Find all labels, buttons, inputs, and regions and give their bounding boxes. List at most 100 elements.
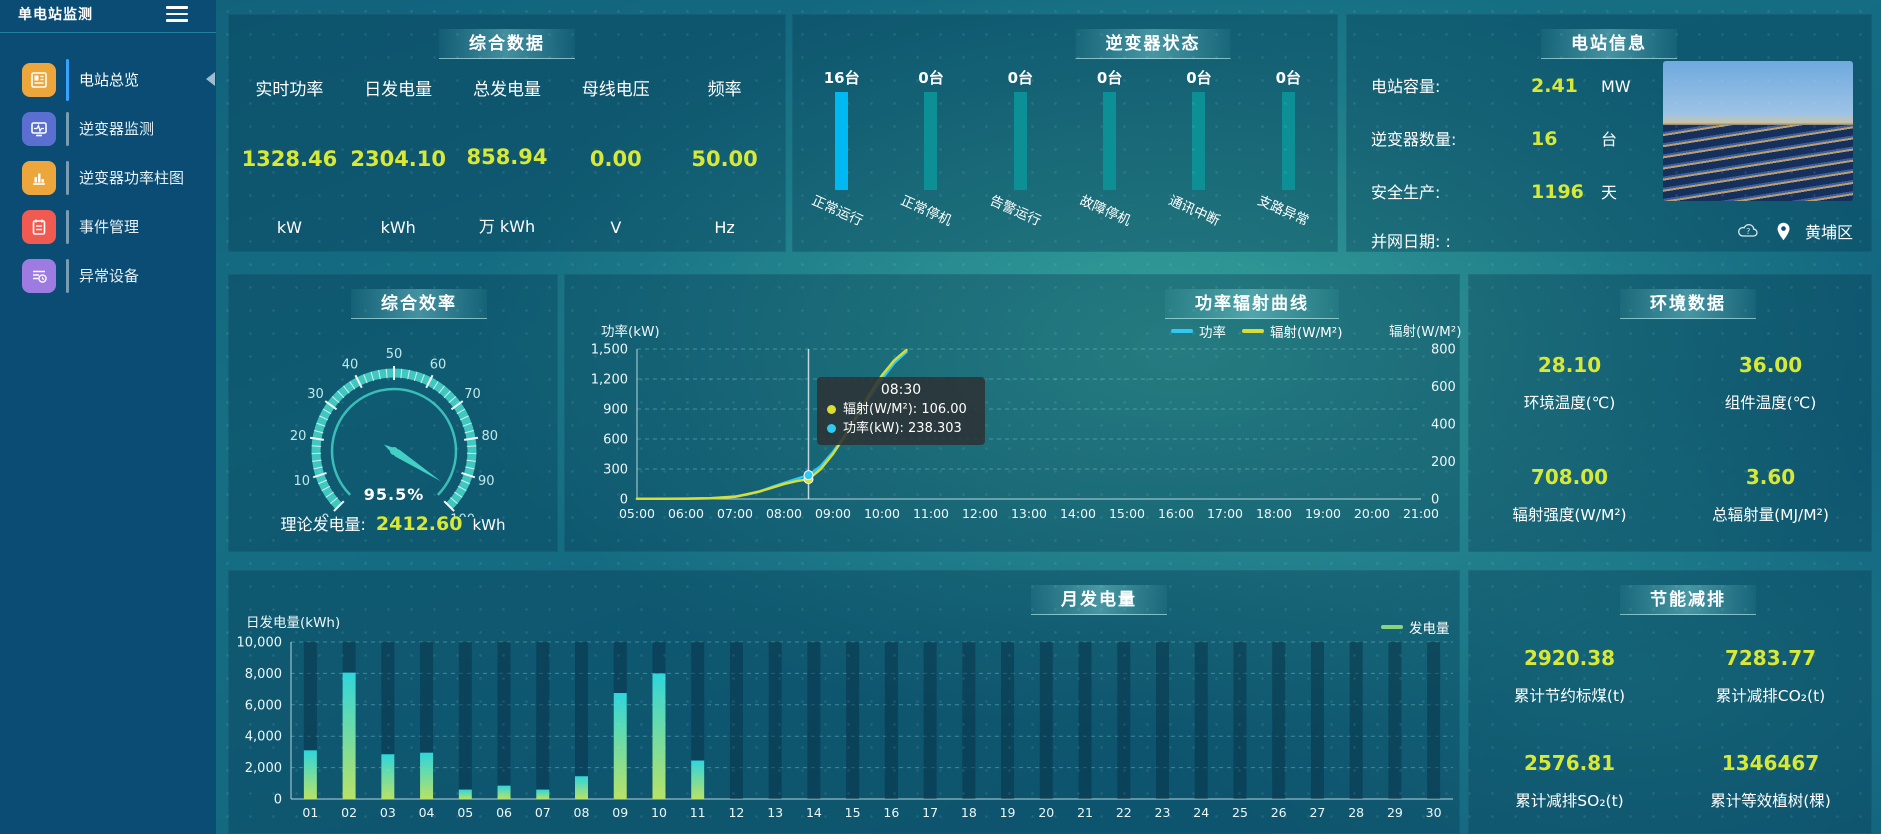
panel-title: 环境数据 [1620,289,1756,319]
district-name: 黄埔区 [1804,223,1853,242]
bar [575,776,588,799]
svg-text:02: 02 [341,805,357,820]
bar-shadow [1349,642,1363,799]
inverter-state-branch-abnormal: 0台 支路异常 [1244,67,1333,251]
inverter-state-alarm-running: 0台 告警运行 [976,67,1065,251]
station-info-rows: 电站容量: 2.41 MW 逆变器数量: 16 台 安全生产: 1196 天 并… [1371,73,1651,281]
metric-label: 母线电压 [581,80,650,100]
metric-daily-energy: 日发电量 2304.10 kWh [344,75,453,237]
svg-text:900: 900 [603,403,628,418]
sidebar-menu: 电站总览 逆变器监测 逆变器功率柱图 事 [0,55,216,300]
svg-text:21:00: 21:00 [1403,506,1439,521]
state-label: 支路异常 [1255,192,1312,230]
sidebar: 单电站监测 电站总览 逆变器监测 [0,0,216,834]
sidebar-item-event-management[interactable]: 事件管理 [0,202,216,251]
svg-text:07: 07 [535,805,551,820]
svg-text:14:00: 14:00 [1060,506,1096,521]
legend-swatch [1242,329,1264,333]
sidebar-collapse-arrow-icon[interactable] [206,72,215,86]
svg-text:07:00: 07:00 [717,506,753,521]
bar [691,760,705,799]
sidebar-item-abnormal-devices[interactable]: 异常设备 [0,251,216,300]
weather-cloud-icon: ? [1738,224,1758,237]
inverter-status-bars[interactable]: 16台 正常运行 0台 正常停机 0台 告警运行 0台 故障停机 0台 [797,67,1333,251]
radiation-dot-icon [827,405,836,414]
sidebar-item-station-overview[interactable]: 电站总览 [0,55,216,104]
svg-text:26: 26 [1271,805,1287,820]
location-pin-icon [1777,222,1790,240]
state-count: 0台 [1096,69,1123,87]
row-label: 电站容量: [1371,77,1441,96]
svg-text:13:00: 13:00 [1011,506,1047,521]
svg-text:10,000: 10,000 [237,636,283,651]
bar-shadow [729,642,743,799]
item-divider [66,258,69,293]
svg-text:600: 600 [603,433,628,448]
metric-ambient-temp: 28.10 环境温度(℃) [1469,327,1670,439]
svg-text:11: 11 [690,805,706,820]
legend-radiation[interactable]: 辐射(W/M²) [1242,321,1343,341]
legend-generation[interactable]: 发电量 [1381,617,1450,637]
power-radiation-line-chart[interactable]: 0 300 600 900 1,200 1,500 0 200 400 600 800 05:00 06… [565,275,1461,553]
bar-chart-icon [22,160,56,195]
sidebar-item-inverter-power-bars[interactable]: 逆变器功率柱图 [0,153,216,202]
bar-shadow [962,642,976,799]
state-count: 0台 [1186,69,1212,87]
svg-text:28: 28 [1348,805,1364,820]
metric-value: 2304.10 [350,147,447,171]
sidebar-item-label: 事件管理 [79,218,140,236]
left-axis-title: 功率(kW) [601,324,660,340]
bar-shadow [691,642,705,799]
svg-text:06:00: 06:00 [668,506,704,521]
svg-text:20: 20 [290,429,307,444]
panel-title: 月发电量 [1031,585,1167,615]
row-label: 并网日期: : [1371,232,1451,251]
svg-text:0: 0 [1431,493,1439,508]
metric-total-radiation: 3.60 总辐射量(MJ/M²) [1670,439,1871,551]
metric-label: 累计减排CO₂(t) [1715,686,1826,705]
bar-shadow [1310,642,1324,799]
panel-power-radiation-curve: 功率辐射曲线 功率(kW) 辐射(W/M²) 功率 辐射(W/M²) 0 300 6… [564,274,1462,553]
legend-label: 发电量 [1409,621,1450,637]
metric-unit: 万 kWh [478,217,536,236]
state-bar [924,92,938,190]
bar [652,673,666,799]
metric-value: 858.94 [466,144,548,169]
svg-text:10: 10 [651,805,667,820]
row-unit: 天 [1601,183,1618,202]
active-indicator [66,58,69,101]
svg-text:8,000: 8,000 [245,667,282,682]
sidebar-item-inverter-monitor[interactable]: 逆变器监测 [0,104,216,153]
metric-bus-voltage: 母线电压 0.00 V [561,75,670,237]
metric-value: 36.00 [1738,353,1803,377]
bar-shadow [1156,642,1169,799]
legend-power[interactable]: 功率 [1171,321,1226,341]
panel-title: 综合效率 [351,289,487,319]
metric-value: 28.10 [1537,353,1602,377]
inverter-state-normal-stop: 0台 正常停机 [886,67,975,251]
svg-text:1,500: 1,500 [591,343,628,358]
overview-metrics: 实时功率 1328.46 kW 日发电量 2304.10 kWh 总发电量 85… [235,75,779,237]
row-value: 2412.60 [375,513,463,535]
bar-shadow [1272,642,1286,799]
svg-text:60: 60 [430,358,447,373]
efficiency-gauge-chart[interactable]: 0 10 20 30 40 50 60 70 80 90 100 95.5% [229,311,559,517]
svg-text:21: 21 [1077,805,1093,820]
state-bar [835,92,849,190]
svg-text:40: 40 [342,358,359,373]
svg-text:08:00: 08:00 [766,506,802,521]
app-title: 单电站监测 [18,7,93,23]
sidebar-item-label: 异常设备 [79,267,140,285]
row-unit: 台 [1601,130,1618,149]
item-divider [66,209,69,244]
sidebar-item-label: 逆变器功率柱图 [79,169,185,187]
monthly-energy-bar-chart[interactable]: 0 2,000 4,000 6,000 8,000 10,000 01 02 03 04 05 06 0… [229,571,1461,834]
state-count: 0台 [1275,69,1302,87]
hamburger-menu-icon[interactable] [166,6,188,22]
bar-shadow [497,642,511,799]
svg-text:23: 23 [1155,805,1171,820]
state-label: 通讯中断 [1166,192,1223,230]
legend-label: 功率 [1199,325,1226,341]
state-label: 正常运行 [808,192,865,230]
panel-environment-data: 环境数据 28.10 环境温度(℃) 36.00 组件温度(℃) 708.00 … [1468,274,1872,552]
